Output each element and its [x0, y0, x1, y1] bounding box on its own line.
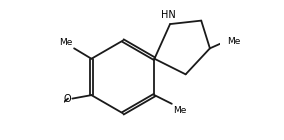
Text: Me: Me	[59, 38, 72, 47]
Text: Me: Me	[174, 106, 187, 115]
Text: Me: Me	[227, 37, 241, 46]
Text: O: O	[63, 94, 71, 104]
Text: HN: HN	[161, 10, 176, 20]
